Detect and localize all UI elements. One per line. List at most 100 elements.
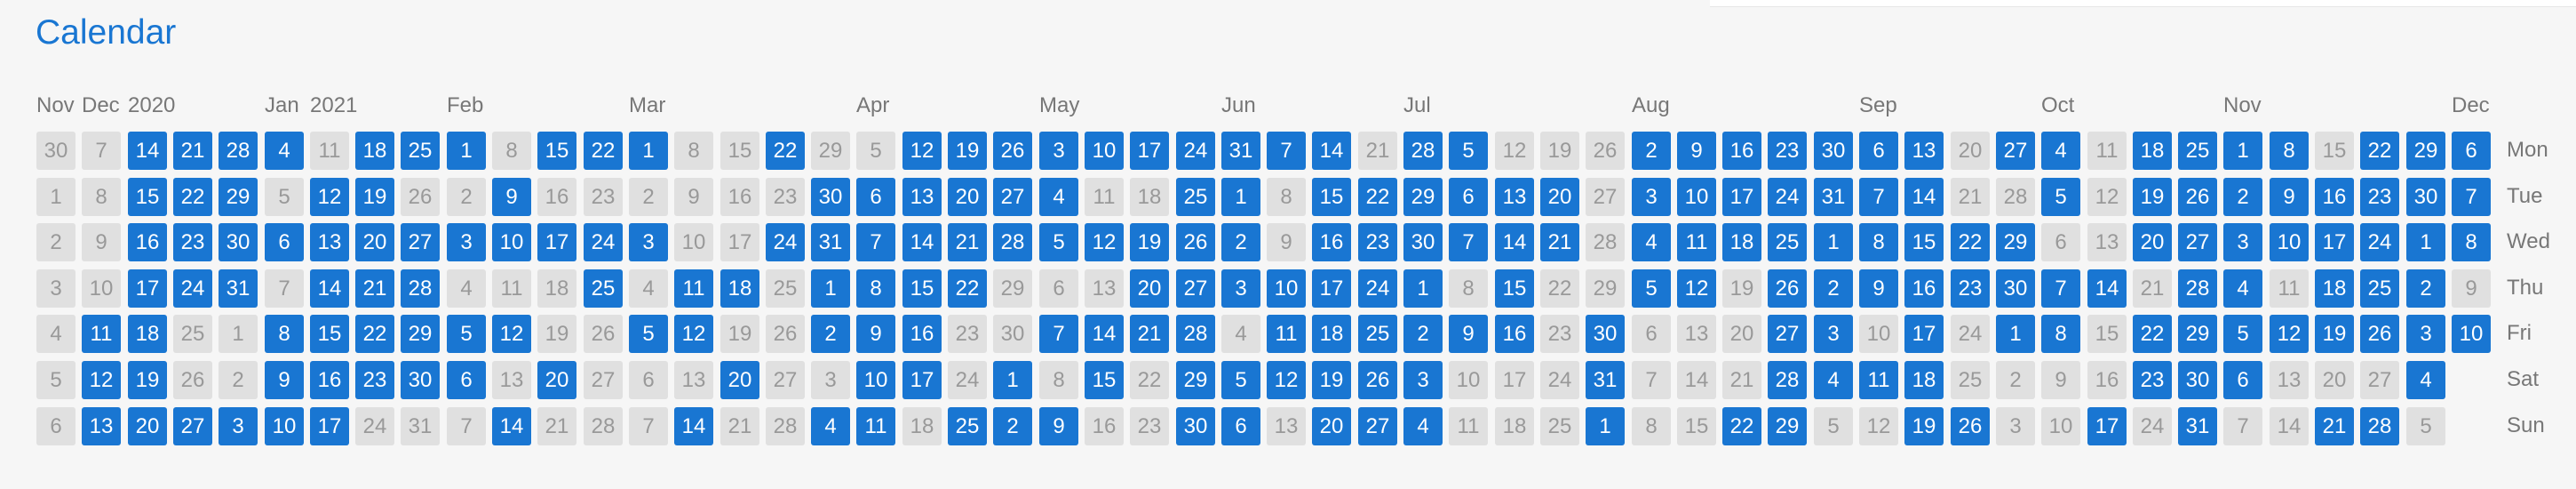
day-cell-active[interactable]: 2 (1221, 223, 1260, 261)
day-cell-active[interactable]: 12 (2270, 315, 2309, 353)
day-cell-active[interactable]: 17 (1904, 315, 1944, 353)
day-cell-inactive[interactable]: 24 (2133, 407, 2172, 445)
day-cell-active[interactable]: 21 (173, 132, 212, 170)
day-cell-active[interactable]: 4 (1403, 407, 1443, 445)
day-cell-inactive[interactable]: 4 (36, 315, 76, 353)
day-cell-active[interactable]: 24 (1358, 269, 1397, 308)
day-cell-active[interactable]: 1 (1221, 178, 1260, 216)
day-cell-active[interactable]: 5 (629, 315, 668, 353)
day-cell-active[interactable]: 23 (1358, 223, 1397, 261)
day-cell-inactive[interactable]: 18 (1495, 407, 1534, 445)
day-cell-active[interactable]: 17 (2315, 223, 2354, 261)
day-cell-active[interactable]: 14 (310, 269, 349, 308)
day-cell-active[interactable]: 30 (1814, 132, 1853, 170)
day-cell-active[interactable]: 16 (1904, 269, 1944, 308)
day-cell-active[interactable]: 2 (2223, 178, 2262, 216)
day-cell-active[interactable]: 17 (902, 361, 942, 399)
day-cell-active[interactable]: 13 (902, 178, 942, 216)
day-cell-active[interactable]: 27 (1358, 407, 1397, 445)
day-cell-active[interactable]: 27 (173, 407, 212, 445)
day-cell-active[interactable]: 4 (1039, 178, 1078, 216)
day-cell-inactive[interactable]: 4 (629, 269, 668, 308)
day-cell-active[interactable]: 11 (1859, 361, 1898, 399)
day-cell-active[interactable]: 3 (1632, 178, 1671, 216)
day-cell-inactive[interactable]: 5 (856, 132, 895, 170)
day-cell-active[interactable]: 28 (2360, 407, 2399, 445)
day-cell-active[interactable]: 24 (584, 223, 623, 261)
day-cell-inactive[interactable]: 15 (720, 132, 759, 170)
day-cell-inactive[interactable]: 14 (2270, 407, 2309, 445)
day-cell-active[interactable]: 14 (1904, 178, 1944, 216)
day-cell-active[interactable]: 26 (2360, 315, 2399, 353)
day-cell-active[interactable]: 2 (993, 407, 1032, 445)
day-cell-active[interactable]: 20 (355, 223, 394, 261)
day-cell-active[interactable]: 25 (2178, 132, 2217, 170)
day-cell-active[interactable]: 14 (674, 407, 713, 445)
day-cell-active[interactable]: 10 (265, 407, 304, 445)
day-cell-active[interactable]: 5 (447, 315, 486, 353)
day-cell-inactive[interactable]: 30 (993, 315, 1032, 353)
day-cell-active[interactable]: 9 (265, 361, 304, 399)
day-cell-active[interactable]: 6 (1449, 178, 1488, 216)
day-cell-active[interactable]: 23 (355, 361, 394, 399)
day-cell-inactive[interactable]: 21 (537, 407, 576, 445)
day-cell-inactive[interactable]: 3 (811, 361, 850, 399)
day-cell-inactive[interactable]: 23 (584, 178, 623, 216)
day-cell-active[interactable]: 31 (219, 269, 258, 308)
day-cell-active[interactable]: 28 (1176, 315, 1215, 353)
day-cell-inactive[interactable]: 7 (629, 407, 668, 445)
day-cell-active[interactable]: 3 (1403, 361, 1443, 399)
day-cell-active[interactable]: 10 (2452, 315, 2491, 353)
day-cell-inactive[interactable]: 16 (720, 178, 759, 216)
day-cell-inactive[interactable]: 5 (2406, 407, 2445, 445)
day-cell-active[interactable]: 27 (1176, 269, 1215, 308)
day-cell-active[interactable]: 10 (856, 361, 895, 399)
day-cell-active[interactable]: 17 (1722, 178, 1761, 216)
day-cell-inactive[interactable]: 21 (1358, 132, 1397, 170)
day-cell-inactive[interactable]: 7 (447, 407, 486, 445)
day-cell-inactive[interactable]: 11 (1449, 407, 1488, 445)
day-cell-inactive[interactable]: 8 (1632, 407, 1671, 445)
day-cell-active[interactable]: 27 (2178, 223, 2217, 261)
day-cell-active[interactable]: 8 (2270, 132, 2309, 170)
day-cell-inactive[interactable]: 8 (492, 132, 531, 170)
day-cell-active[interactable]: 31 (811, 223, 850, 261)
day-cell-active[interactable]: 29 (2178, 315, 2217, 353)
day-cell-active[interactable]: 4 (811, 407, 850, 445)
day-cell-active[interactable]: 10 (1677, 178, 1716, 216)
day-cell-inactive[interactable]: 15 (1677, 407, 1716, 445)
day-cell-active[interactable]: 20 (1540, 178, 1579, 216)
day-cell-active[interactable]: 29 (219, 178, 258, 216)
day-cell-active[interactable]: 24 (173, 269, 212, 308)
day-cell-inactive[interactable]: 7 (82, 132, 121, 170)
day-cell-inactive[interactable]: 19 (1722, 269, 1761, 308)
day-cell-inactive[interactable]: 12 (2087, 178, 2127, 216)
day-cell-inactive[interactable]: 11 (2087, 132, 2127, 170)
day-cell-active[interactable]: 17 (128, 269, 167, 308)
day-cell-active[interactable]: 28 (2178, 269, 2217, 308)
day-cell-active[interactable]: 19 (1904, 407, 1944, 445)
day-cell-active[interactable]: 9 (1449, 315, 1488, 353)
day-cell-inactive[interactable]: 15 (2087, 315, 2127, 353)
day-cell-inactive[interactable]: 28 (1586, 223, 1625, 261)
day-cell-active[interactable]: 19 (2133, 178, 2172, 216)
day-cell-active[interactable]: 6 (1221, 407, 1260, 445)
day-cell-active[interactable]: 23 (2360, 178, 2399, 216)
day-cell-inactive[interactable]: 10 (674, 223, 713, 261)
day-cell-active[interactable]: 16 (1495, 315, 1534, 353)
day-cell-active[interactable]: 1 (2406, 223, 2445, 261)
day-cell-active[interactable]: 30 (811, 178, 850, 216)
day-cell-active[interactable]: 6 (2452, 132, 2491, 170)
day-cell-active[interactable]: 25 (584, 269, 623, 308)
day-cell-inactive[interactable]: 19 (720, 315, 759, 353)
day-cell-active[interactable]: 19 (1130, 223, 1169, 261)
day-cell-active[interactable]: 26 (2178, 178, 2217, 216)
day-cell-active[interactable]: 22 (766, 132, 805, 170)
day-cell-active[interactable]: 22 (584, 132, 623, 170)
day-cell-active[interactable]: 25 (948, 407, 987, 445)
day-cell-active[interactable]: 20 (128, 407, 167, 445)
day-cell-active[interactable]: 5 (1221, 361, 1260, 399)
day-cell-inactive[interactable]: 13 (2270, 361, 2309, 399)
day-cell-inactive[interactable]: 27 (584, 361, 623, 399)
day-cell-active[interactable]: 13 (310, 223, 349, 261)
